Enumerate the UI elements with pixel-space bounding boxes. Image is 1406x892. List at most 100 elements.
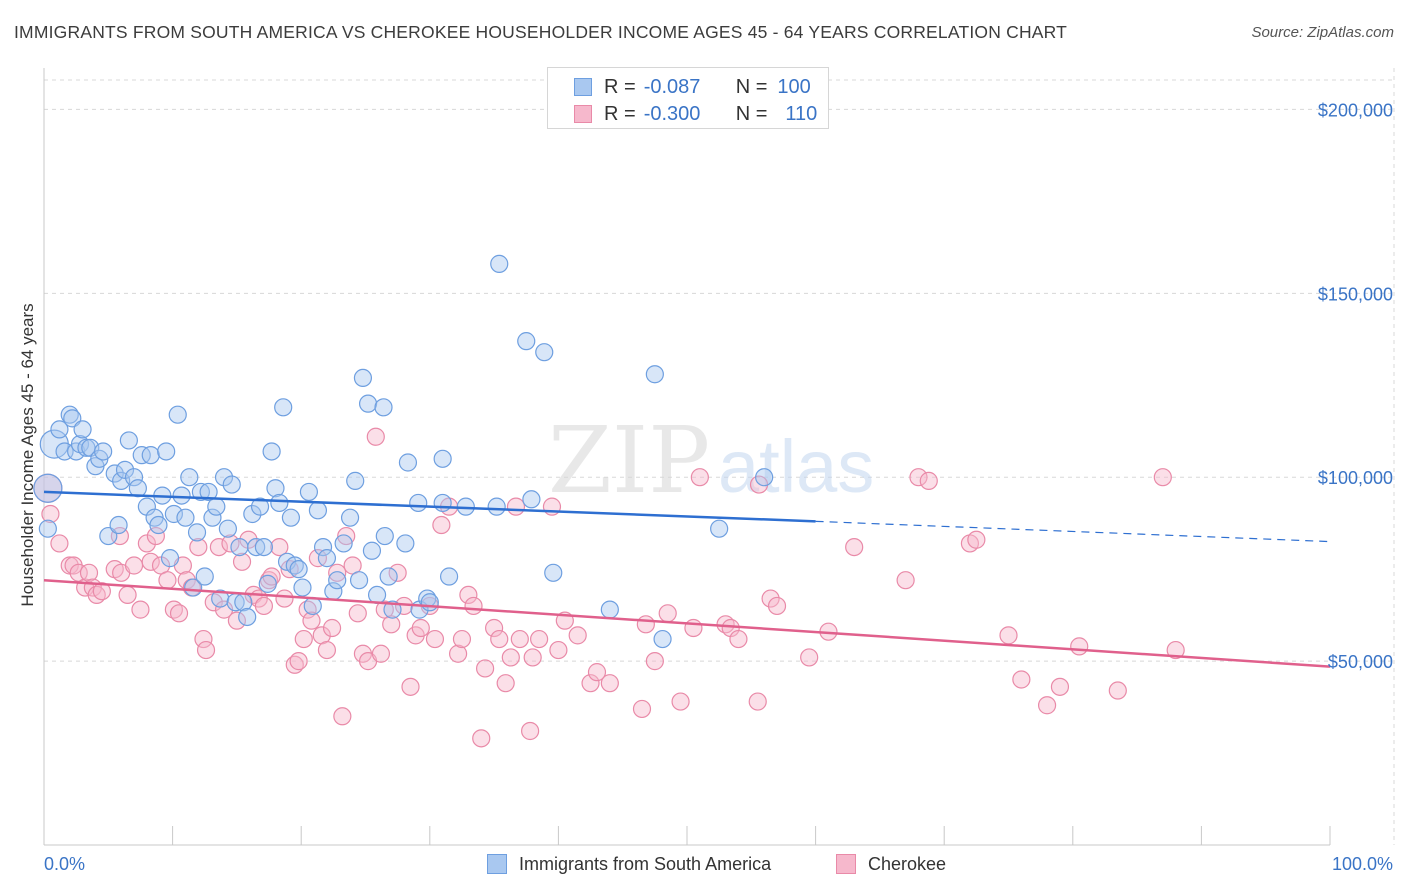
immigrant-point [73, 420, 92, 439]
cherokee-point [1153, 468, 1172, 487]
cherokee-point [302, 611, 321, 630]
immigrant-point [247, 537, 266, 557]
series-legend: Immigrants from South America Cherokee [0, 852, 1406, 876]
cherokee-point [131, 600, 150, 619]
cherokee-point [1037, 696, 1057, 715]
legend-swatch-pink [836, 854, 856, 874]
immigrant-point [379, 567, 398, 586]
cherokee-point [328, 563, 347, 582]
immigrant-point [317, 549, 337, 568]
axes [43, 68, 1331, 846]
cherokee-point [967, 530, 986, 549]
cherokee-point [270, 537, 289, 557]
immigrant-point [375, 526, 394, 546]
cherokee-point [485, 618, 504, 638]
legend-item-cherokee[interactable]: Cherokee [836, 852, 946, 876]
cherokee-point [690, 468, 709, 487]
cherokee-point [232, 552, 252, 571]
immigrant-point [203, 508, 222, 527]
x-tick-label-min: 0.0% [44, 854, 85, 874]
cherokee-point [79, 563, 99, 582]
x-tick-label-max: 100.0% [1332, 854, 1393, 874]
cherokee-point [322, 618, 342, 638]
immigrant-point [367, 585, 387, 605]
immigrant-point [522, 490, 541, 509]
cherokee-point [158, 571, 177, 590]
cherokee-point [432, 515, 451, 535]
immigrant-point [270, 493, 289, 513]
cherokee-point [189, 537, 208, 557]
cherokee-point [254, 596, 274, 616]
immigrant-point [222, 475, 241, 494]
cherokee-point [382, 615, 401, 634]
y-tick-label: $150,000 [1318, 284, 1393, 304]
cherokee-point [671, 692, 690, 711]
cherokee-point [490, 629, 509, 649]
immigrant-point [358, 394, 378, 413]
immigrant-point [349, 571, 369, 590]
legend-r-label: R = [604, 102, 636, 125]
cherokee-point [1070, 637, 1089, 656]
immigrant-point [38, 519, 57, 538]
immigrant-point [266, 479, 285, 498]
cherokee-point [337, 526, 356, 546]
legend-row-immigrants: R = -0.087 N = 100 [574, 75, 811, 99]
cherokee-point [425, 629, 445, 649]
cherokee-point [684, 618, 703, 638]
immigrant-point [157, 442, 176, 461]
immigrant-point [105, 464, 124, 483]
cherokee-point [581, 674, 600, 693]
cherokee-point [600, 674, 619, 693]
immigrant-point [544, 563, 563, 582]
immigrant-point [195, 567, 214, 586]
legend-label-immigrants: Immigrants from South America [519, 853, 772, 874]
cherokee-point [909, 468, 928, 487]
cherokee-point [896, 571, 915, 590]
cherokee-point [523, 648, 542, 667]
immigrant-point [243, 504, 262, 524]
immigrant-point [50, 420, 69, 439]
immigrant-point [124, 468, 144, 487]
cherokee-point [221, 534, 240, 553]
y-tick-label: $50,000 [1328, 652, 1393, 672]
cherokee-point [146, 526, 165, 546]
immigrant-point [184, 578, 203, 597]
immigrant-point [396, 534, 415, 553]
immigrant-point [383, 600, 402, 619]
legend-item-immigrants[interactable]: Immigrants from South America [487, 852, 771, 876]
immigrant-point [374, 398, 393, 417]
cherokee-point [919, 471, 938, 490]
axis-labels: $50,000 $100,000 $150,000 $200,000 0.0% 100.0… [44, 100, 1393, 874]
cherokee-point [294, 629, 313, 649]
immigrant-point [262, 442, 281, 461]
cherokee-point [1050, 677, 1070, 696]
cherokee-point [1012, 670, 1031, 689]
cherokee-point [227, 611, 246, 630]
immigrant-point [303, 596, 322, 616]
immigrant-point [160, 549, 180, 568]
y-tick-label: $100,000 [1318, 468, 1393, 488]
cherokee-point [521, 721, 540, 741]
immigrant-point [439, 567, 459, 586]
cherokee-point [636, 615, 655, 634]
immigrant-point [109, 515, 128, 535]
immigrant-point [214, 468, 234, 487]
legend-row-cherokee: R = -0.300 N = 110 [574, 102, 817, 126]
legend-n-value: 110 [785, 102, 818, 125]
immigrant-point [308, 501, 328, 520]
cherokee-point [209, 537, 228, 557]
immigrant-point [362, 541, 382, 560]
cherokee-point [587, 663, 607, 682]
immigrant-point [168, 405, 187, 424]
cherokee-point [459, 585, 478, 605]
cherokee-point [388, 563, 407, 582]
cherokee-trend-line [43, 578, 1331, 668]
legend-r-value: -0.087 [643, 75, 701, 98]
immigrant-point [293, 578, 312, 597]
watermark-zip: ZIP [548, 407, 710, 514]
cherokee-point [845, 537, 864, 557]
watermark-atlas: atlas [718, 425, 874, 508]
immigrant-point [211, 589, 230, 608]
cherokee-point [1166, 640, 1185, 660]
